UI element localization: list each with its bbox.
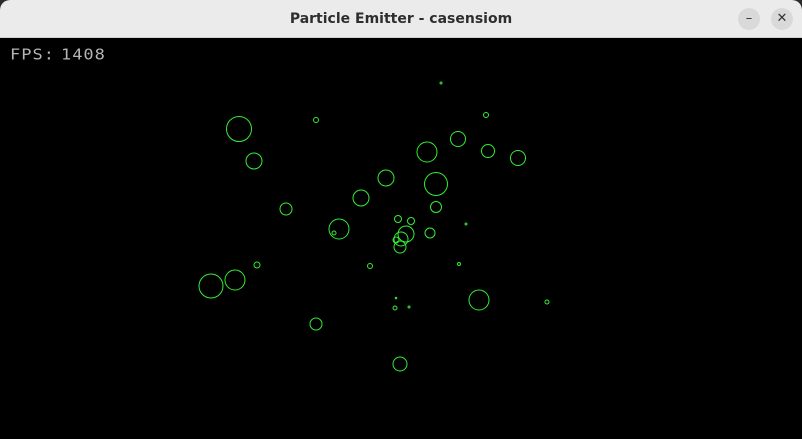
particle	[253, 261, 261, 269]
particle	[483, 112, 489, 118]
window-title: Particle Emitter - casensiom	[289, 11, 513, 27]
particle	[392, 236, 400, 244]
particle	[393, 231, 409, 247]
particle	[416, 141, 438, 163]
particle	[510, 150, 526, 166]
particle	[407, 217, 415, 225]
particle-field	[198, 81, 550, 372]
fps-value: 1408	[60, 46, 106, 64]
particle	[457, 262, 461, 266]
title-bar[interactable]: Particle Emitter - casensiom – ✕	[0, 0, 802, 38]
particle	[393, 240, 407, 254]
particle	[198, 273, 224, 299]
particle	[468, 289, 490, 311]
particle	[392, 356, 408, 372]
particle	[439, 81, 443, 85]
fps-counter: FPS: 1408	[10, 46, 106, 64]
minimize-icon: –	[745, 11, 753, 26]
particle	[450, 131, 466, 147]
particle	[481, 144, 495, 158]
particle	[394, 296, 398, 300]
particle-canvas[interactable]: FPS: 1408	[0, 38, 802, 439]
particle	[377, 169, 395, 187]
particle	[226, 116, 252, 142]
close-button[interactable]: ✕	[771, 8, 793, 30]
particle	[331, 230, 337, 236]
particle	[352, 189, 370, 207]
particle	[397, 225, 415, 243]
particle	[367, 263, 373, 269]
minimize-button[interactable]: –	[738, 8, 760, 30]
particle	[394, 215, 402, 223]
particle	[430, 201, 442, 213]
close-icon: ✕	[776, 11, 788, 26]
particle	[407, 305, 411, 309]
particle	[544, 299, 550, 305]
particle	[245, 152, 263, 170]
particle	[392, 305, 398, 311]
particle	[279, 202, 293, 216]
fps-label: FPS:	[10, 46, 55, 64]
particle	[424, 227, 436, 239]
particle	[224, 269, 246, 291]
particle	[424, 172, 448, 196]
particle	[464, 222, 468, 226]
particle	[328, 218, 350, 240]
particle	[309, 317, 323, 331]
particle	[313, 117, 319, 123]
